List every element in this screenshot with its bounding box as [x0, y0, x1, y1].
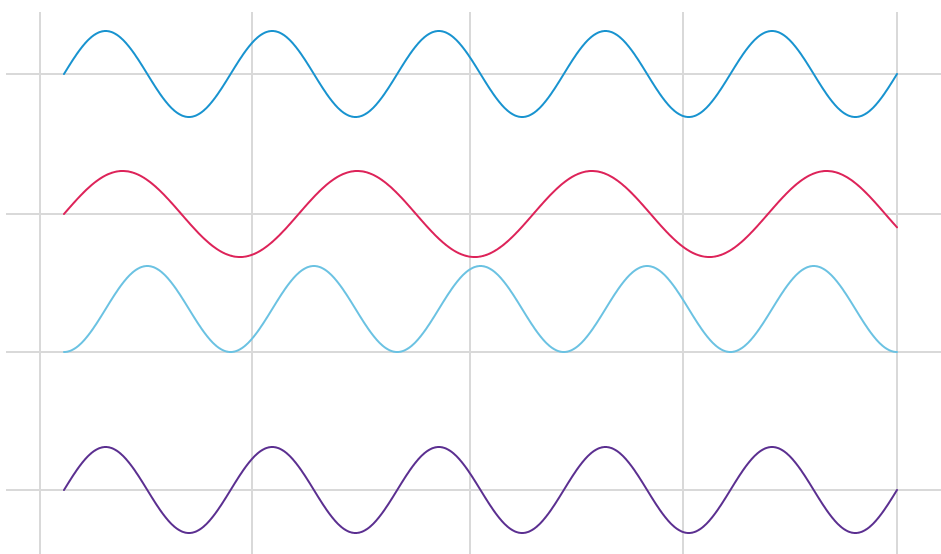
- series-line-1: [63, 30, 898, 118]
- series-line-4: [63, 446, 898, 534]
- series-line-2: [63, 170, 898, 258]
- series-line-3: [63, 265, 898, 353]
- grid: [6, 12, 941, 554]
- series-group: [63, 30, 898, 534]
